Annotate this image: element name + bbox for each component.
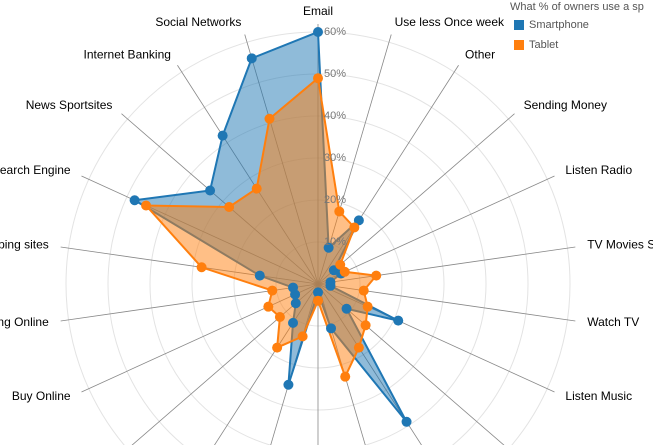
legend: What % of owners use a sp Smartphone Tabl… bbox=[510, 1, 644, 51]
legend-swatch bbox=[514, 40, 524, 50]
category-label: Watch TV bbox=[587, 315, 639, 329]
data-point bbox=[288, 282, 299, 293]
data-point bbox=[393, 315, 404, 326]
category-label: Sending Money bbox=[524, 98, 607, 112]
r-tick-label: 40% bbox=[324, 110, 346, 122]
category-label: TV Movies Streaming bbox=[587, 237, 653, 251]
axis-line bbox=[317, 175, 555, 285]
data-point bbox=[272, 342, 283, 353]
r-tick-label: 30% bbox=[324, 152, 346, 164]
category-label: Social Networks bbox=[155, 15, 241, 29]
data-point bbox=[371, 270, 382, 281]
r-tick-label: 10% bbox=[324, 236, 346, 248]
data-point bbox=[353, 342, 364, 353]
data-point bbox=[283, 379, 294, 390]
data-point bbox=[313, 73, 323, 84]
data-point bbox=[401, 416, 412, 427]
legend-title: What % of owners use a sp bbox=[510, 1, 644, 13]
category-label: Use less Once week bbox=[395, 15, 505, 29]
data-point bbox=[341, 303, 352, 314]
labels: 10% 20% 30% 40% 50% 60% Email Use less Once wee… bbox=[0, 4, 653, 403]
data-point bbox=[254, 270, 265, 281]
data-point bbox=[264, 113, 275, 124]
data-point bbox=[297, 331, 308, 342]
category-label: Internet Banking bbox=[84, 47, 171, 61]
data-point bbox=[313, 295, 323, 306]
data-point bbox=[217, 130, 228, 141]
data-point bbox=[251, 183, 262, 194]
category-label: View Shopping sites bbox=[0, 237, 49, 251]
data-point bbox=[362, 301, 373, 312]
data-point bbox=[325, 280, 336, 291]
category-label: Search Engine bbox=[0, 163, 71, 177]
data-point bbox=[141, 200, 152, 211]
data-point bbox=[267, 285, 278, 296]
legend-label: Smartphone bbox=[529, 19, 589, 31]
data-point bbox=[246, 53, 257, 64]
legend-label: Tablet bbox=[529, 39, 558, 51]
areas bbox=[129, 27, 412, 427]
data-point bbox=[360, 320, 371, 331]
data-point bbox=[313, 27, 323, 37]
data-point bbox=[334, 206, 345, 217]
category-label: Listen Radio bbox=[565, 163, 632, 177]
data-point bbox=[288, 317, 299, 328]
data-point bbox=[340, 371, 351, 382]
category-label: Buy Online bbox=[12, 389, 71, 403]
data-point bbox=[129, 195, 140, 206]
data-point bbox=[205, 185, 216, 196]
data-point bbox=[224, 201, 235, 212]
r-tick-label: 60% bbox=[324, 26, 346, 38]
data-point bbox=[196, 262, 207, 273]
r-tick-label: 50% bbox=[324, 68, 346, 80]
data-point bbox=[353, 215, 364, 226]
category-label: Other bbox=[465, 47, 495, 61]
r-tick-label: 20% bbox=[324, 194, 346, 206]
category-label: Listen Music bbox=[565, 389, 632, 403]
data-point bbox=[290, 298, 301, 309]
data-point bbox=[349, 222, 360, 233]
category-label: Email bbox=[303, 4, 333, 18]
data-point bbox=[313, 287, 323, 298]
data-point bbox=[263, 301, 274, 312]
data-point bbox=[274, 312, 285, 323]
data-point bbox=[339, 266, 350, 277]
category-label: News Sportsites bbox=[26, 98, 113, 112]
data-point bbox=[326, 323, 337, 334]
data-point bbox=[358, 285, 369, 296]
category-label: Paying Online bbox=[0, 315, 49, 329]
data-point bbox=[323, 242, 334, 253]
legend-swatch bbox=[514, 20, 524, 30]
axis-line bbox=[317, 113, 515, 285]
